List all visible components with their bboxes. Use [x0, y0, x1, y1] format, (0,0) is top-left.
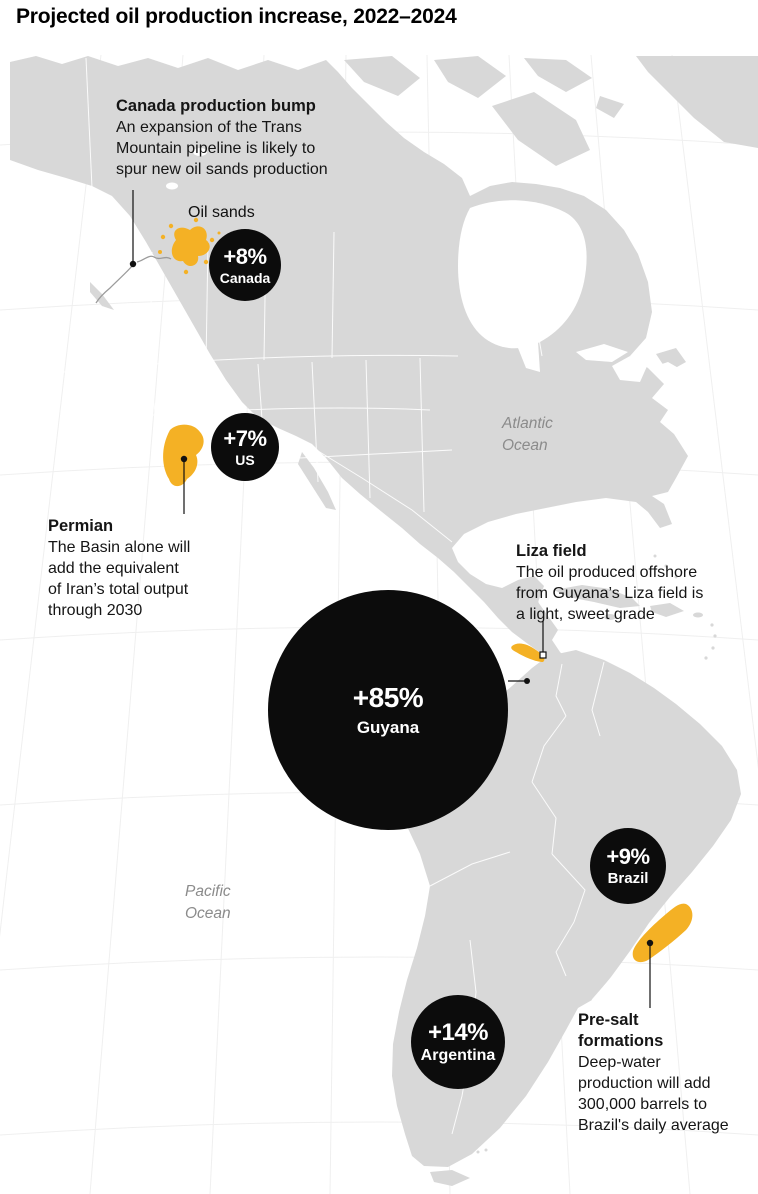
annotation-body: Deep-water production will add 300,000 b… [578, 1054, 729, 1134]
annotation-body: The oil produced offshore from Guyana’s … [516, 564, 704, 623]
bubble-value: +7% [223, 425, 267, 451]
annotation-permian: Permian The Basin alone will add the equ… [48, 516, 243, 621]
water-cutouts [166, 148, 682, 382]
bubble-value: +9% [606, 844, 650, 869]
liza-marker-square [539, 651, 547, 659]
canada-marker-dot [129, 260, 137, 268]
bubble-country: US [235, 451, 255, 468]
trans-mountain-pipeline-line [95, 255, 172, 304]
annotation-canada-bump: Canada production bump An expansion of t… [116, 96, 368, 181]
page-title: Projected oil production increase, 2022–… [16, 5, 457, 28]
bubble-canada: +8% Canada [209, 229, 281, 301]
bubble-value: +8% [223, 243, 267, 269]
hispaniola-shape [650, 603, 684, 617]
baja-peninsula-shape [298, 452, 336, 510]
newfoundland-shape [656, 348, 686, 372]
leader-markers [129, 260, 654, 947]
cuba-shape [554, 585, 640, 608]
annotation-body: The Basin alone will add the equivalent … [48, 539, 191, 619]
pre-salt-marker-dot [646, 939, 654, 947]
bubble-value: +85% [352, 682, 424, 713]
annotation-heading: Canada production bump [116, 97, 316, 115]
bubble-guyana: +85% Guyana [268, 590, 508, 830]
bubble-value: +14% [427, 1018, 489, 1046]
oil-field-highlights [158, 217, 693, 963]
bubble-country: Canada [219, 269, 271, 286]
hudson-bay-shape [458, 200, 587, 349]
annotation-heading: Permian [48, 517, 114, 535]
liza-field-shape [511, 643, 545, 662]
leader-lines [132, 190, 651, 1008]
annotation-liza-field: Liza field The oil produced offshore fro… [516, 541, 748, 626]
james-bay-shape [518, 336, 540, 372]
annotation-heading: Pre-salt formations [578, 1011, 664, 1051]
bubble-country: Brazil [607, 870, 649, 887]
pre-salt-field-shape [632, 903, 693, 963]
greenland-shape [636, 56, 758, 148]
tierra-del-fuego-shape [430, 1170, 470, 1186]
guyana-marker-dot [524, 678, 530, 684]
permian-marker-dot [180, 455, 188, 463]
pacific-ocean-label: Pacific Ocean [185, 883, 231, 922]
annotation-heading: Liza field [516, 542, 587, 560]
oil-sands-label: Oil sands [188, 204, 255, 221]
annotation-body: An expansion of the Trans Mountain pipel… [116, 119, 328, 178]
bubble-argentina: +14% Argentina [411, 995, 505, 1089]
bubble-country: Guyana [356, 718, 420, 737]
great-lakes-shape [576, 344, 628, 362]
atlantic-ocean-label: Atlantic Ocean [502, 415, 553, 454]
annotation-pre-salt: Pre-salt formations Deep-water productio… [578, 1010, 758, 1136]
permian-field-shape [163, 424, 204, 487]
bubble-country: Argentina [420, 1046, 496, 1064]
bubble-brazil: +9% Brazil [590, 828, 666, 904]
oil-sands-field-shape [171, 226, 210, 267]
bubble-us: +7% US [211, 413, 279, 481]
